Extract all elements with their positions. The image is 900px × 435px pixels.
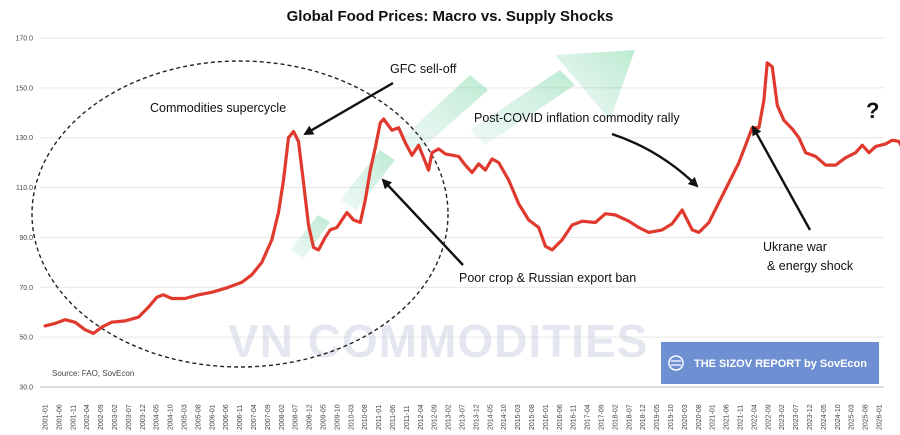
y-tick-label: 170.0 <box>15 36 33 43</box>
annotation-ukraine-war: Ukrane war <box>763 240 827 254</box>
x-tick-label: 2008-12 <box>307 404 314 430</box>
x-tick-label: 2019-10 <box>668 404 675 430</box>
x-tick-label: 2012-09 <box>432 404 439 430</box>
x-tick-label: 2017-09 <box>599 404 606 430</box>
arrow-post-covid <box>611 132 699 188</box>
y-tick-label: 130.0 <box>15 135 33 142</box>
x-tick-label: 2014-10 <box>501 404 508 430</box>
x-tick-label: 2022-09 <box>765 404 772 430</box>
x-tick-label: 2025-03 <box>849 404 856 430</box>
x-tick-label: 2001-11 <box>70 405 77 430</box>
x-tick-label: 2018-12 <box>640 404 647 430</box>
x-tick-label: 2020-08 <box>696 404 703 430</box>
x-tick-label: 2016-01 <box>543 404 550 430</box>
x-tick-label: 2006-06 <box>223 404 230 430</box>
y-tick-label: 70.0 <box>19 285 33 292</box>
y-axis-ticks: 30.0 50.0 70.0 90.0 110.0 130.0 150.0 170.0 <box>15 36 33 392</box>
x-tick-label: 2021-01 <box>710 404 717 430</box>
y-tick-label: 50.0 <box>19 335 33 342</box>
x-tick-label: 2022-04 <box>751 404 758 430</box>
x-tick-label: 2009-10 <box>334 404 341 430</box>
annotation-energy-shock: & energy shock <box>767 259 854 273</box>
x-tick-label: 2007-04 <box>251 404 258 430</box>
sizov-report-badge: THE SIZOV REPORT by SovEcon <box>661 342 879 384</box>
x-tick-label: 2006-11 <box>237 405 244 430</box>
x-tick-label: 2021-06 <box>724 404 731 430</box>
x-tick-label: 2015-03 <box>515 404 522 430</box>
x-tick-label: 2005-03 <box>182 404 189 430</box>
x-tick-label: 2011-06 <box>390 405 397 430</box>
x-tick-label: 2006-01 <box>209 404 216 430</box>
x-tick-label: 2026-01 <box>877 404 884 430</box>
x-tick-label: 2019-05 <box>654 404 661 430</box>
x-tick-label: 2018-02 <box>612 404 619 430</box>
food-price-line <box>43 61 900 335</box>
x-tick-label: 2001-06 <box>56 404 63 430</box>
x-tick-label: 2007-09 <box>265 404 272 430</box>
arrow-ukraine-war <box>751 125 812 231</box>
annotation-post-covid-rally: Post-COVID inflation commodity rally <box>474 111 680 125</box>
x-tick-label: 2003-12 <box>140 404 147 430</box>
x-tick-label: 2002-04 <box>84 404 91 430</box>
x-tick-label: 2010-08 <box>362 404 369 430</box>
y-tick-label: 30.0 <box>19 385 33 392</box>
annotation-poor-crop: Poor crop & Russian export ban <box>459 271 636 285</box>
x-tick-label: 2009-05 <box>321 404 328 430</box>
x-tick-label: 2024-05 <box>821 404 828 430</box>
x-tick-label: 2004-05 <box>154 404 161 430</box>
annotation-commodities-supercycle: Commodities supercycle <box>150 101 286 115</box>
x-tick-label: 2010-03 <box>348 404 355 430</box>
x-tick-label: 2011-01 <box>376 405 383 430</box>
x-tick-label: 2016-06 <box>557 404 564 430</box>
arrow-poor-crop <box>381 178 464 266</box>
x-tick-label: 2024-10 <box>835 404 842 430</box>
x-tick-label: 2023-02 <box>779 404 786 430</box>
x-tick-label: 2015-08 <box>529 404 536 430</box>
x-tick-label: 2021-11 <box>738 405 745 430</box>
annotation-gfc-selloff: GFC sell-off <box>390 62 457 76</box>
chart-title: Global Food Prices: Macro vs. Supply Sho… <box>287 8 614 25</box>
annotation-question-mark: ? <box>866 98 879 123</box>
x-tick-label: 2001-01 <box>43 404 50 430</box>
x-tick-label: 2008-07 <box>293 404 300 430</box>
x-tick-label: 2011-11 <box>404 405 411 430</box>
x-tick-label: 2016-11 <box>571 405 578 430</box>
source-note: Source: FAO, SovEcon <box>52 369 134 378</box>
x-tick-label: 2020-03 <box>682 404 689 430</box>
x-tick-label: 2003-07 <box>126 404 133 430</box>
x-axis-ticks: 2001-01 2001-06 2001-11 2002-04 2002-09 2003-… <box>43 404 884 430</box>
arrow-gfc <box>303 81 394 136</box>
x-tick-label: 2018-07 <box>626 404 633 430</box>
x-tick-label: 2004-10 <box>168 404 175 430</box>
sovecon-logo-icon <box>668 355 684 371</box>
x-tick-label: 2025-08 <box>863 404 870 430</box>
x-tick-label: 2005-08 <box>195 404 202 430</box>
y-tick-label: 150.0 <box>15 85 33 92</box>
watermark-text: VN COMMODITIES <box>228 315 648 367</box>
x-tick-label: 2014-05 <box>487 404 494 430</box>
x-tick-label: 2003-02 <box>112 404 119 430</box>
x-tick-label: 2012-04 <box>418 404 425 430</box>
supercycle-ellipse <box>31 60 449 368</box>
x-tick-label: 2013-12 <box>473 404 480 430</box>
x-tick-label: 2002-09 <box>98 404 105 430</box>
x-tick-label: 2013-02 <box>446 404 453 430</box>
x-tick-label: 2013-07 <box>460 404 467 430</box>
x-tick-label: 2023-07 <box>793 404 800 430</box>
y-tick-label: 90.0 <box>19 235 33 242</box>
x-tick-label: 2023-12 <box>807 404 814 430</box>
y-tick-label: 110.0 <box>16 185 33 192</box>
grid-lines <box>40 37 884 388</box>
x-tick-label: 2017-04 <box>585 404 592 430</box>
x-tick-label: 2008-02 <box>279 404 286 430</box>
badge-text: THE SIZOV REPORT by SovEcon <box>694 358 867 370</box>
